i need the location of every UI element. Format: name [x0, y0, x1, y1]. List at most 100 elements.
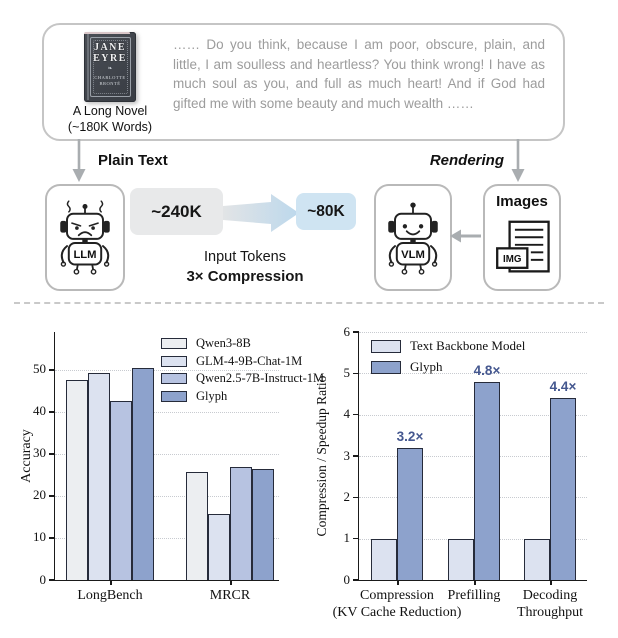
x-axis-tick	[230, 580, 232, 585]
grid-line	[359, 332, 587, 333]
category-label: Prefilling	[364, 587, 584, 604]
legend-label: GLM-4-9B-Chat-1M	[196, 353, 303, 368]
category-label-line: Prefilling	[447, 588, 501, 603]
bar	[397, 447, 423, 580]
y-tick-label: 2	[343, 488, 351, 504]
bar	[110, 401, 132, 580]
value-label: 4.4×	[549, 379, 577, 395]
bar	[66, 380, 88, 580]
category-label-line: MRCR	[209, 588, 251, 603]
legend-item: GLM-4-9B-Chat-1M	[161, 354, 324, 369]
y-axis-tick	[353, 372, 359, 375]
x-axis-tick	[110, 580, 112, 585]
grid-line	[55, 369, 279, 371]
image-document-icon: IMG	[496, 220, 550, 273]
y-tick-label: 3	[343, 447, 351, 463]
y-tick-label: 50	[33, 361, 46, 377]
grid-line	[55, 537, 279, 539]
y-axis-tick	[49, 537, 55, 539]
y-axis-tick	[353, 537, 359, 540]
book-author: CHARLOTTE BRONTË	[94, 75, 126, 86]
bar	[186, 471, 208, 580]
y-axis-tick	[353, 496, 359, 499]
x-axis-tick	[550, 580, 552, 585]
book-caption: A Long Novel (~180K Words)	[56, 104, 164, 135]
legend-label: Qwen2.5-7B-Instruct-1M	[196, 371, 325, 385]
bar	[230, 466, 252, 580]
bar	[524, 538, 550, 580]
grid-line	[55, 411, 279, 413]
y-tick-label: 0	[343, 571, 351, 587]
book-caption-line1: A Long Novel	[72, 104, 148, 118]
llm-label: LLM	[73, 248, 96, 260]
grid-line	[359, 414, 587, 416]
legend-label: Text Backbone Model	[410, 338, 526, 353]
legend: Text Backbone Model Glyph	[371, 338, 525, 380]
y-tick-label: 5	[343, 364, 351, 380]
y-tick-label: 30	[33, 445, 46, 461]
y-axis-label: Compression / Speedup Ratio	[314, 375, 329, 537]
y-axis-tick	[353, 579, 359, 581]
y-tick-label: 40	[33, 403, 46, 419]
y-tick-label: 0	[39, 571, 47, 587]
y-axis-tick	[353, 331, 359, 333]
book-cover-frame	[90, 37, 131, 97]
y-axis-tick	[353, 455, 359, 457]
legend-swatch	[371, 339, 401, 353]
bar	[474, 381, 500, 580]
rendering-label: Rendering	[429, 152, 504, 169]
bar	[132, 367, 154, 580]
vlm-agent-box: VLM	[374, 184, 452, 291]
legend: Qwen3-8B GLM-4-9B-Chat-1M Qwen2.5-7B-Instr…	[161, 336, 324, 406]
legend-item: Text Backbone Model	[371, 338, 525, 354]
value-label: 4.8×	[473, 362, 501, 378]
novel-excerpt-text: …… Do you think, because I am poor, obsc…	[173, 37, 545, 111]
bar	[208, 513, 230, 580]
bar	[371, 538, 397, 580]
y-tick-label: 6	[343, 323, 351, 339]
input-tokens-label: Input Tokens	[204, 249, 286, 265]
x-axis-tick	[474, 580, 476, 585]
y-tick-label: 10	[33, 529, 46, 545]
tokens-before-badge: ~240K	[130, 188, 223, 235]
book-title-line1: JANE	[93, 42, 127, 53]
y-axis-tick	[49, 579, 55, 581]
legend-item: Glyph	[161, 389, 324, 404]
bar	[448, 538, 474, 580]
category-label: Compression (KV Cache Reduction)	[287, 587, 507, 621]
img-badge-label: IMG	[503, 254, 521, 265]
legend-swatch	[371, 360, 401, 374]
legend-swatch	[161, 373, 187, 384]
happy-robot-icon: VLM	[388, 201, 438, 275]
compression-ratio-label: 3× Compression	[186, 268, 304, 285]
images-box: Images IMG	[483, 184, 561, 291]
y-tick-label: 1	[343, 530, 351, 546]
category-label: LongBench	[0, 587, 220, 604]
legend-item: Qwen3-8B	[161, 336, 324, 351]
dashed-separator	[14, 302, 604, 304]
bar	[550, 398, 576, 580]
category-label-line: Throughput	[516, 605, 584, 620]
bar	[88, 373, 110, 580]
legend-label: Qwen3-8B	[196, 336, 251, 350]
grid-line	[359, 373, 587, 375]
speedup-bar-chart: 0 1 2 3 4 5 6 3.2× Compression (KV Cache Reductio…	[314, 324, 587, 620]
value-label: 3.2×	[396, 428, 424, 444]
y-tick-label: 20	[33, 487, 46, 503]
category-label: Decoding Throughput	[440, 587, 618, 621]
legend-item: Qwen2.5-7B-Instruct-1M	[161, 371, 324, 386]
legend-label: Glyph	[196, 388, 228, 403]
grid-line	[55, 453, 279, 455]
category-label-line: Compression	[360, 588, 434, 603]
y-axis-label: Accuracy	[19, 429, 34, 483]
down-arrow-icon	[511, 139, 525, 182]
book-title-line2: EYRE	[93, 52, 127, 64]
book-caption-line2: (~180K Words)	[67, 119, 153, 134]
y-axis-tick	[353, 413, 359, 416]
legend-item: Glyph	[371, 359, 525, 375]
legend-label: Glyph	[410, 359, 443, 374]
grid-line	[55, 495, 279, 497]
x-axis-tick	[397, 580, 399, 585]
vlm-label: VLM	[401, 248, 425, 260]
